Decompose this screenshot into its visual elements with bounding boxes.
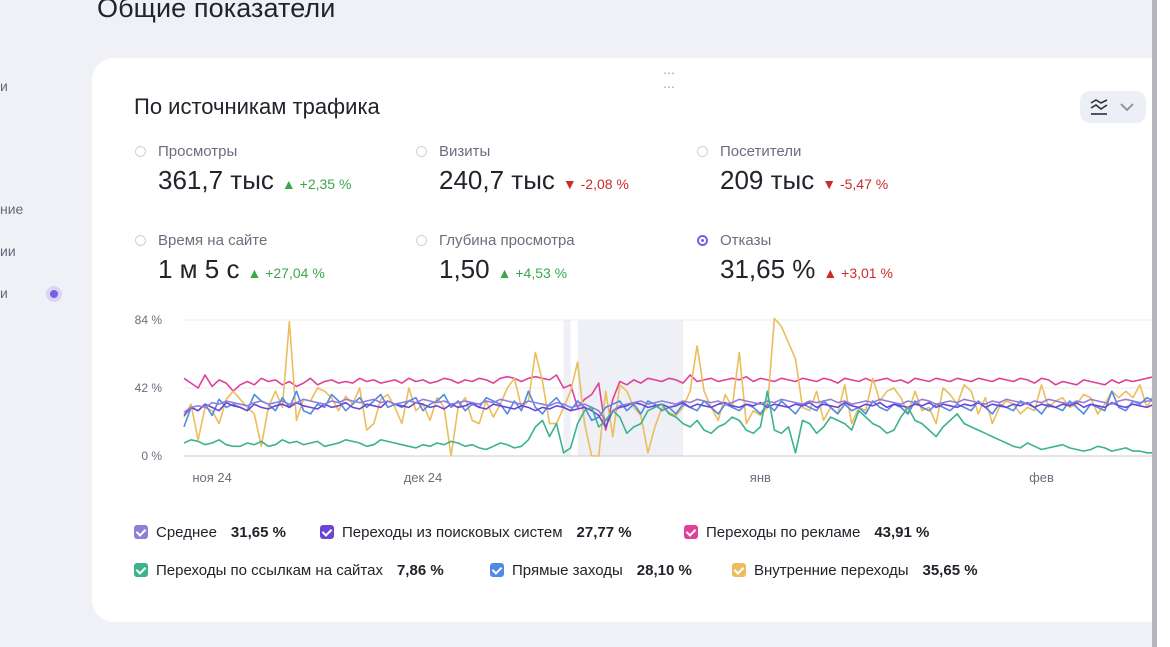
y-tick-label: 84 % (135, 313, 163, 327)
legend-value: 27,77 % (576, 524, 632, 541)
checkbox-icon[interactable] (134, 563, 148, 577)
metric-radio-selected[interactable] (697, 235, 708, 246)
chart-type-toggle[interactable] (1080, 91, 1146, 123)
x-tick-label: янв (750, 470, 771, 485)
sidebar-fragment[interactable]: и (0, 285, 8, 301)
sidebar-fragment[interactable]: ние (0, 201, 24, 217)
page-scrollbar[interactable] (1152, 0, 1157, 647)
checkbox-icon[interactable] (732, 563, 746, 577)
x-tick-label: дек 24 (404, 470, 443, 485)
legend-value: 7,86 % (396, 562, 444, 579)
metric-label: Время на сайте (158, 232, 268, 249)
checkbox-icon[interactable] (684, 525, 698, 539)
checkbox-icon[interactable] (490, 563, 504, 577)
metric-value: 31,65 % (720, 254, 816, 284)
checkbox-icon[interactable] (320, 525, 334, 539)
checkbox-icon[interactable] (134, 525, 148, 539)
metric-delta: ▲ +2,35 % (281, 176, 352, 192)
legend-item-average[interactable]: Среднее 31,65 % (134, 524, 286, 541)
active-indicator-dot (46, 286, 62, 302)
page-title: Общие показатели (97, 0, 336, 23)
adjacent-panel-edge (1157, 0, 1170, 647)
sidebar-fragment[interactable]: ии (0, 243, 16, 259)
legend-label: Среднее (156, 524, 217, 541)
metric-delta: ▲ +27,04 % (247, 265, 325, 281)
drag-handle-icon[interactable]: ⋯ ⋯ (663, 66, 675, 94)
metric-value: 209 тыс (720, 165, 815, 195)
metric-radio[interactable] (416, 146, 427, 157)
metric-value: 1,50 (439, 254, 490, 284)
metric-radio[interactable] (416, 235, 427, 246)
metric-delta: ▲ +4,53 % (497, 265, 568, 281)
series-line (183, 374, 1162, 431)
metric-value: 361,7 тыс (158, 165, 274, 195)
metric-value: 240,7 тыс (439, 165, 555, 195)
legend-label: Переходы по ссылкам на сайтах (156, 562, 383, 579)
metric-delta: ▼ -2,08 % (562, 176, 629, 192)
legend-label: Внутренние переходы (754, 562, 909, 579)
legend-label: Переходы из поисковых систем (342, 524, 563, 541)
sidebar-fragment[interactable]: и (0, 78, 8, 94)
chart-lines-icon (1090, 99, 1108, 115)
legend-label: Прямые заходы (512, 562, 623, 579)
metric-delta: ▼ -5,47 % (822, 176, 889, 192)
metric-label: Отказы (720, 232, 772, 249)
metric-value: 1 м 5 с (158, 254, 240, 284)
legend-value: 31,65 % (230, 524, 286, 541)
metric-radio[interactable] (135, 146, 146, 157)
y-tick-label: 0 % (141, 449, 162, 463)
metric-label: Посетители (720, 143, 802, 160)
metric-radio[interactable] (697, 146, 708, 157)
metric-label: Визиты (439, 143, 491, 160)
series-line (183, 317, 1162, 457)
widget-title: По источникам трафика (134, 94, 380, 119)
legend-value: 28,10 % (636, 562, 692, 579)
metric-label: Просмотры (158, 143, 238, 160)
metric-label: Глубина просмотра (439, 232, 575, 249)
y-tick-label: 42 % (135, 381, 163, 395)
legend-item-links[interactable]: Переходы по ссылкам на сайтах 7,86 % (134, 562, 444, 579)
x-tick-label: ноя 24 (192, 470, 232, 485)
series-line (183, 400, 1162, 428)
legend-value: 43,91 % (874, 524, 930, 541)
legend-label: Переходы по рекламе (706, 524, 861, 541)
metric-delta: ▲ +3,01 % (823, 265, 893, 281)
legend-item-direct[interactable]: Прямые заходы 28,10 % (490, 562, 692, 579)
series-line (183, 390, 1161, 454)
legend-item-search[interactable]: Переходы из поисковых систем 27,77 % (320, 524, 632, 541)
series-line (183, 398, 1162, 422)
x-tick-label: фев (1029, 470, 1054, 485)
bounce-rate-line-chart[interactable]: 84 % 42 % 0 % ноя 24 дек 24 янв фев (134, 308, 1170, 488)
legend-item-internal[interactable]: Внутренние переходы 35,65 % (732, 562, 978, 579)
legend-item-ads[interactable]: Переходы по рекламе 43,91 % (684, 524, 929, 541)
metric-radio[interactable] (135, 235, 146, 246)
legend-value: 35,65 % (922, 562, 978, 579)
chevron-down-icon (1120, 103, 1134, 112)
